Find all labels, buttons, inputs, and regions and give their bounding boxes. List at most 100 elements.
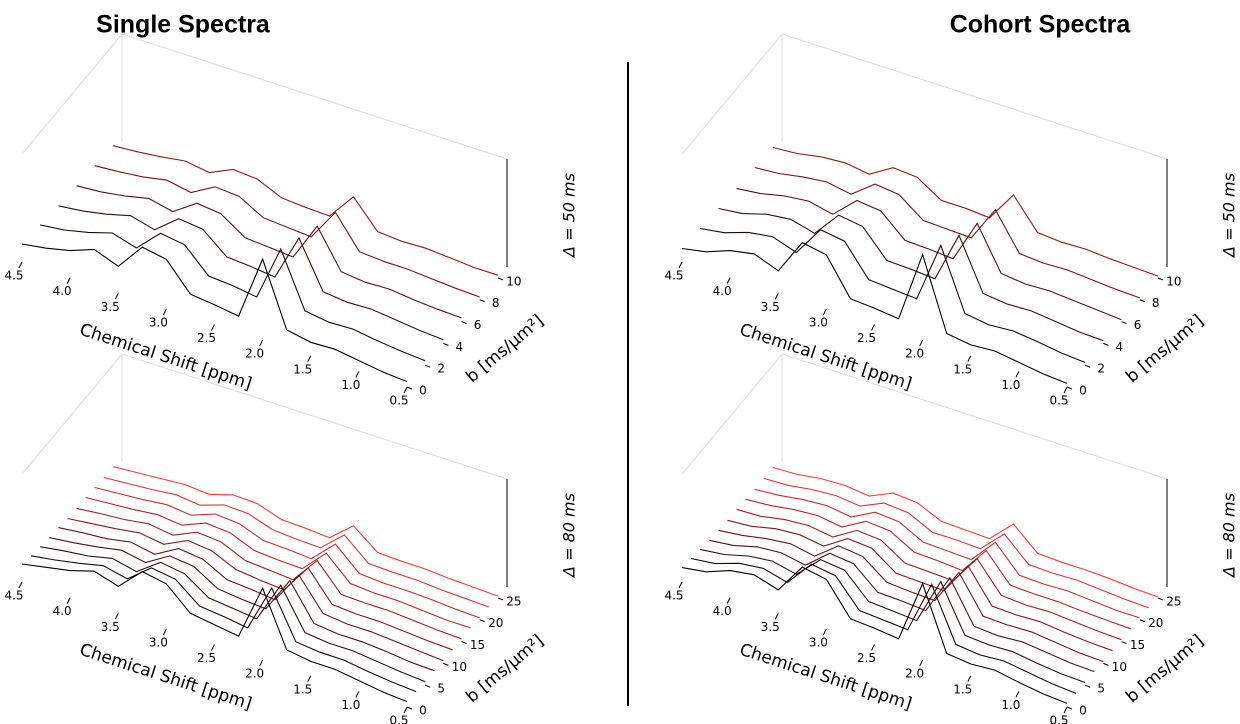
x-tick xyxy=(967,675,972,682)
spectrum xyxy=(67,517,453,651)
x-tick-label: 3.5 xyxy=(101,300,120,314)
x-tick xyxy=(307,675,312,682)
x-tick xyxy=(1015,691,1020,698)
x-axis-label: Chemical Shift [ppm] xyxy=(737,640,914,715)
y-tick xyxy=(1157,597,1164,601)
spectrum xyxy=(718,207,1104,342)
spectrum xyxy=(94,486,480,619)
y-tick-label: 2 xyxy=(1097,362,1105,376)
x-tick-label: 2.0 xyxy=(905,667,924,681)
x-tick xyxy=(1063,386,1068,394)
y-tick xyxy=(1066,386,1073,390)
x-tick xyxy=(18,261,23,269)
spectrum xyxy=(709,539,1095,673)
x-tick-label: 3.5 xyxy=(761,300,780,314)
y-tick-label: 2 xyxy=(437,362,445,376)
spectrum xyxy=(112,466,499,597)
x-tick-label: 3.0 xyxy=(809,635,828,649)
pane-edge xyxy=(21,33,123,155)
x-tick-label: 4.0 xyxy=(713,604,732,618)
x-tick-label: 2.5 xyxy=(857,651,876,665)
y-tick xyxy=(1139,619,1145,623)
x-tick xyxy=(822,308,827,316)
x-tick xyxy=(967,355,972,362)
x-tick-label: 1.0 xyxy=(341,698,360,712)
x-tick-label: 3.0 xyxy=(149,315,168,329)
x-tick xyxy=(919,339,924,347)
y-tick-label: 6 xyxy=(1134,318,1142,332)
y-tick xyxy=(479,299,485,303)
x-tick xyxy=(726,277,731,284)
y-tick xyxy=(1066,706,1073,710)
spectrum xyxy=(40,224,426,362)
x-tick xyxy=(1015,371,1020,378)
x-tick xyxy=(66,277,71,284)
x-tick-label: 2.5 xyxy=(197,651,216,665)
x-tick xyxy=(355,371,360,378)
spectrum xyxy=(85,496,471,629)
x-tick xyxy=(403,386,408,394)
x-tick xyxy=(774,613,779,620)
x-tick-label: 2.0 xyxy=(245,347,264,361)
spectrum xyxy=(754,488,1140,619)
spectrum xyxy=(763,477,1149,609)
y-tick xyxy=(479,619,485,623)
x-tick-label: 1.5 xyxy=(293,362,312,376)
pane-edge xyxy=(681,33,783,155)
y-tick-label: 4 xyxy=(1116,340,1124,354)
x-tick-label: 2.5 xyxy=(197,331,216,345)
y-tick-label: 15 xyxy=(1130,638,1145,652)
spectrum xyxy=(736,508,1122,641)
x-tick xyxy=(307,355,312,362)
x-tick xyxy=(211,324,215,331)
x-tick-label: 1.0 xyxy=(341,378,360,392)
y-tick-label: 25 xyxy=(1166,594,1181,608)
y-tick xyxy=(424,684,431,688)
pane-edge xyxy=(121,33,508,160)
x-tick-label: 4.0 xyxy=(713,284,732,298)
panel-label: Δ = 80 ms xyxy=(1220,493,1239,579)
x-tick xyxy=(114,613,119,620)
y-tick xyxy=(461,321,467,325)
x-tick-label: 0.5 xyxy=(389,394,408,408)
x-tick-label: 3.5 xyxy=(101,620,120,634)
y-tick xyxy=(443,342,449,346)
y-tick-label: 10 xyxy=(1166,274,1181,288)
y-tick xyxy=(461,641,467,645)
x-tick-label: 4.5 xyxy=(664,589,683,603)
x-tick-label: 4.0 xyxy=(53,284,72,298)
y-tick xyxy=(406,706,413,710)
y-tick-label: 10 xyxy=(506,274,521,288)
pane-edge xyxy=(781,33,1168,160)
y-tick-label: 10 xyxy=(452,660,467,674)
x-tick xyxy=(726,597,731,604)
y-tick-label: 8 xyxy=(492,296,500,310)
spectrum xyxy=(21,563,408,703)
y-tick xyxy=(1103,662,1109,666)
x-tick xyxy=(211,644,215,651)
x-tick-label: 0.5 xyxy=(1049,714,1068,724)
x-tick-label: 0.5 xyxy=(389,714,408,724)
spectrum xyxy=(76,507,462,640)
x-tick-label: 4.5 xyxy=(664,269,683,283)
panel-label: Δ = 50 ms xyxy=(560,173,579,259)
panel-label: Δ = 50 ms xyxy=(1220,173,1239,259)
spectrum xyxy=(700,548,1086,684)
y-tick xyxy=(443,662,449,666)
spectrum xyxy=(754,166,1140,299)
x-tick xyxy=(259,659,264,667)
y-tick xyxy=(1139,299,1145,303)
spectrum xyxy=(681,241,1068,384)
y-tick-label: 25 xyxy=(506,594,521,608)
y-tick-label: 6 xyxy=(474,318,482,332)
y-tick-label: 4 xyxy=(456,340,464,354)
y-tick xyxy=(1121,321,1127,325)
spectrum xyxy=(727,519,1113,652)
y-tick xyxy=(1084,684,1091,688)
y-tick-label: 0 xyxy=(1079,704,1087,718)
y-tick xyxy=(497,597,504,601)
x-tick-label: 1.5 xyxy=(953,682,972,696)
spectrum xyxy=(49,537,435,672)
pane-edge xyxy=(781,353,1168,480)
